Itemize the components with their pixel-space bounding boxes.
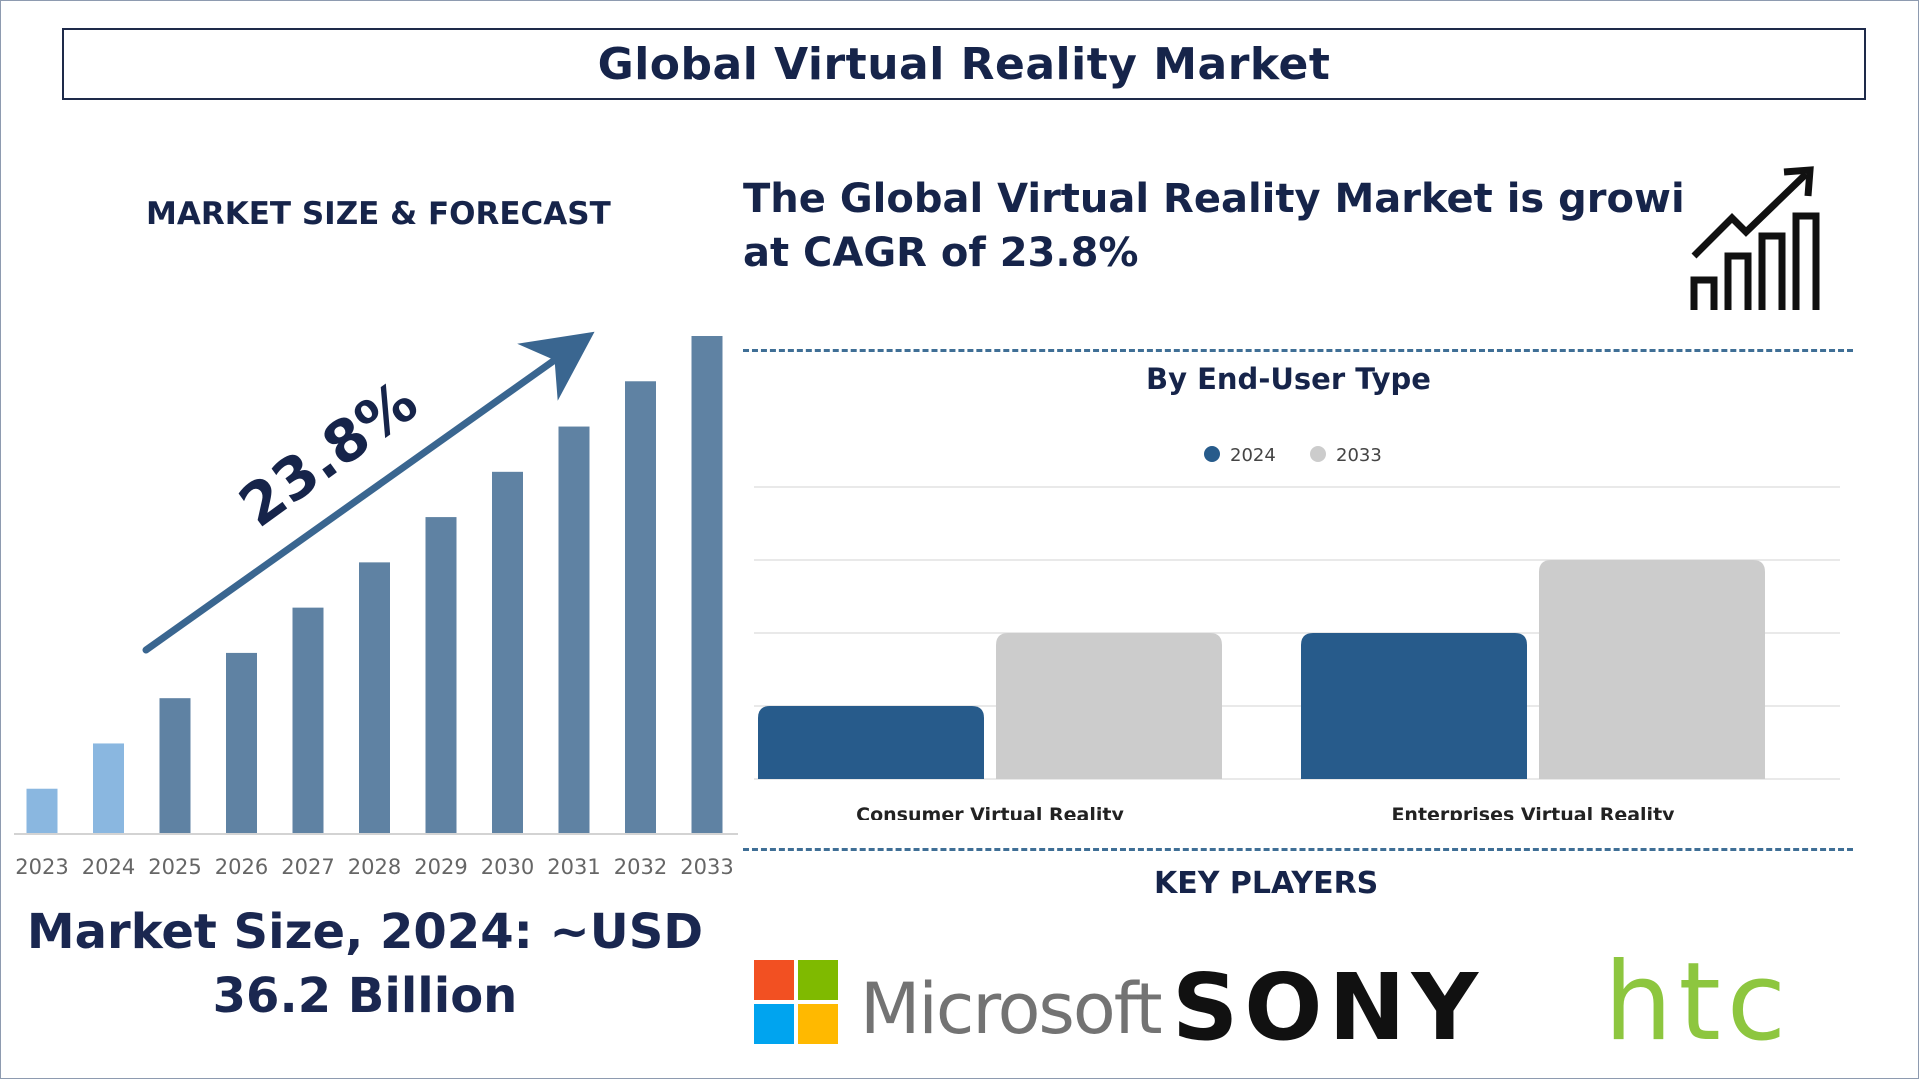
forecast-bar-chart: 2023 2024 2025 2026 2027 2028 2029 2030 2031 2032… <box>14 331 738 879</box>
divider-bottom <box>743 848 1853 851</box>
x-tick-2029: 2029 <box>414 855 467 879</box>
bar-chart-growth-icon <box>1690 166 1820 310</box>
x-tick-2023: 2023 <box>15 855 68 879</box>
legend-marker-2033 <box>1310 446 1326 462</box>
legend-label-2024: 2024 <box>1230 445 1276 466</box>
bar-consumer-virtual-reality-2024 <box>758 706 984 779</box>
cagr-statement: The Global Virtual Reality Market is gro… <box>743 172 1683 282</box>
bar-2030 <box>492 471 523 834</box>
bar-2027 <box>292 607 324 834</box>
x-tick-2026: 2026 <box>215 855 268 879</box>
page-title: Global Virtual Reality Market <box>597 38 1331 90</box>
growth-arrow <box>142 331 595 654</box>
segment-chart-title: By End-User Type <box>1146 362 1431 396</box>
x-tick-2024: 2024 <box>82 855 135 879</box>
x-tick-2031: 2031 <box>547 855 600 879</box>
market-size-line-1: Market Size, 2024: ~USD <box>26 904 704 960</box>
bar-2028 <box>359 562 390 834</box>
htc-logo: htc <box>1604 955 1792 1055</box>
cagr-line-2: at CAGR of 23.8% <box>743 230 1139 276</box>
bar-2026 <box>226 652 257 834</box>
bar-enterprises-virtual-reality-2024 <box>1301 633 1527 779</box>
bar-2023 <box>26 788 58 834</box>
x-tick-2028: 2028 <box>348 855 401 879</box>
end-user-bar-chart: 2024 2033 Consumer Virtual Reality Enterpr… <box>754 445 1840 820</box>
microsoft-wordmark: Microsoft <box>860 968 1161 1050</box>
bar-2024 <box>93 743 124 834</box>
market-size-forecast-heading: MARKET SIZE & FORECAST <box>146 196 611 232</box>
sony-logo: SONY <box>1172 955 1484 1055</box>
legend-marker-2024 <box>1204 446 1220 462</box>
market-size-text: Market Size, 2024: ~USD 36.2 Billion <box>20 900 710 1028</box>
bar-2029 <box>425 517 457 834</box>
bar-2033 <box>691 336 723 834</box>
x-tick-enterprises-virtual-reality: Enterprises Virtual Reality <box>1391 804 1675 820</box>
bar-2032 <box>625 381 656 834</box>
bar-2025 <box>159 698 191 834</box>
key-players-heading: KEY PLAYERS <box>1154 866 1379 901</box>
htc-wordmark: htc <box>1604 955 1792 1055</box>
market-size-line-2: 36.2 Billion <box>212 968 518 1024</box>
bar-2031 <box>558 426 590 834</box>
x-tick-2027: 2027 <box>281 855 334 879</box>
title-banner: Global Virtual Reality Market <box>62 28 1866 100</box>
x-tick-2025: 2025 <box>148 855 201 879</box>
bar-consumer-virtual-reality-2033 <box>996 633 1222 779</box>
x-tick-2032: 2032 <box>614 855 667 879</box>
divider-top <box>743 349 1853 352</box>
x-tick-2033: 2033 <box>680 855 733 879</box>
cagr-line-1: The Global Virtual Reality Market is gro… <box>743 176 1683 222</box>
sony-wordmark: SONY <box>1172 955 1484 1055</box>
growth-rate-label: 23.8% <box>227 367 430 540</box>
x-tick-2030: 2030 <box>481 855 534 879</box>
microsoft-logo: Microsoft <box>754 960 1163 1050</box>
legend-label-2033: 2033 <box>1336 445 1382 466</box>
x-tick-consumer-virtual-reality: Consumer Virtual Reality <box>856 804 1124 820</box>
bar-enterprises-virtual-reality-2033 <box>1539 560 1765 779</box>
